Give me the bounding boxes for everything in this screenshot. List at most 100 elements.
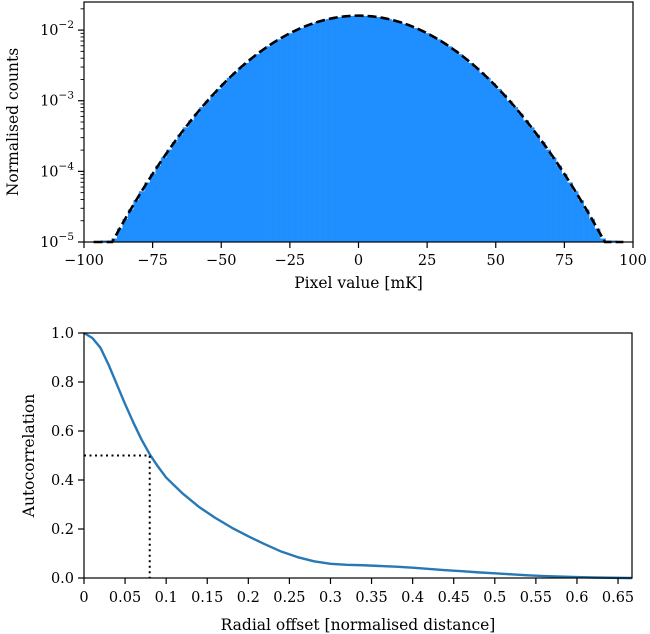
histogram-bar xyxy=(116,228,123,242)
y-tick-label: 0.4 xyxy=(51,473,74,489)
histogram-bar xyxy=(528,127,535,242)
histogram-bar xyxy=(276,39,282,242)
histogram-bar xyxy=(259,50,266,243)
x-tick-label: 0.6 xyxy=(565,590,588,606)
histogram-bar xyxy=(237,67,244,242)
histogram-x-ticks: −100 −75 −50 −25 0 25 50 75 100 xyxy=(64,242,647,269)
histogram-bar xyxy=(298,28,304,242)
x-tick-label: 50 xyxy=(487,253,505,269)
histogram-bar xyxy=(583,209,590,242)
y-tick-label: 0.8 xyxy=(51,375,74,391)
y-tick-label: 10−5 xyxy=(40,231,74,251)
autocorrelation-x-axis-label: Radial offset [normalised distance] xyxy=(221,616,496,634)
histogram-bar xyxy=(155,165,162,242)
histogram-bar xyxy=(336,17,343,242)
x-tick-label: 0.35 xyxy=(355,590,387,606)
histogram-bar xyxy=(484,77,491,242)
histogram-bar xyxy=(138,191,145,242)
histogram-bar xyxy=(254,54,260,243)
histogram-bar xyxy=(589,218,595,242)
histogram-bar xyxy=(314,22,321,242)
histogram-bar xyxy=(177,134,184,242)
y-tick-label: 0.6 xyxy=(51,424,74,440)
histogram-bar xyxy=(523,120,529,242)
x-tick-label: 25 xyxy=(418,253,436,269)
x-tick-label: 0 xyxy=(354,253,363,269)
histogram-bar xyxy=(446,46,453,242)
histogram-bar xyxy=(149,173,156,242)
x-tick-label: 0.3 xyxy=(319,590,342,606)
histogram-bar xyxy=(160,157,167,242)
histogram-bar xyxy=(342,16,348,242)
histogram-bar xyxy=(270,42,277,242)
histogram-bar xyxy=(369,16,376,242)
histogram-bar xyxy=(221,83,228,242)
histogram-bar xyxy=(572,191,579,242)
histogram-bar xyxy=(391,20,398,242)
histogram-bar xyxy=(600,238,606,242)
histogram-x-axis-label: Pixel value [mK] xyxy=(294,274,423,292)
histogram-bar xyxy=(281,36,288,243)
histogram-bar xyxy=(556,165,562,242)
x-tick-label: 0.25 xyxy=(273,590,305,606)
histogram-bar xyxy=(396,22,403,242)
histogram-bar xyxy=(545,149,551,242)
x-tick-label: −75 xyxy=(137,253,168,269)
histogram-bar xyxy=(424,33,431,242)
histogram-bar xyxy=(215,88,222,242)
x-tick-label: 75 xyxy=(555,253,573,269)
autocorrelation-y-axis-label: Autocorrelation xyxy=(20,394,38,518)
histogram-bar xyxy=(265,46,271,242)
histogram-y-ticks: 10−5 10−4 10−3 10−2 xyxy=(40,8,84,251)
x-tick-label: −25 xyxy=(275,253,306,269)
x-tick-label: 100 xyxy=(619,253,647,269)
histogram-bar xyxy=(133,200,140,242)
histogram-bar xyxy=(611,240,617,242)
autocorrelation-panel: 0 0.05 0.1 0.15 0.2 0.25 0.3 0.35 0.4 0.45 0.5 0.55… xyxy=(20,326,634,634)
histogram-bar xyxy=(171,141,178,242)
histogram-bar xyxy=(347,15,354,242)
autocorrelation-curve xyxy=(83,331,632,580)
histogram-bar xyxy=(309,23,315,242)
histogram-bars xyxy=(100,15,617,243)
histogram-bar xyxy=(539,141,546,242)
histogram-bar xyxy=(429,36,436,243)
histogram-bar xyxy=(490,83,497,242)
histogram-bar xyxy=(457,54,464,243)
x-tick-label: 0.4 xyxy=(401,590,424,606)
x-tick-label: 0.55 xyxy=(520,590,552,606)
histogram-bar xyxy=(407,25,414,243)
autocorrelation-x-ticks: 0 0.05 0.1 0.15 0.2 0.25 0.3 0.35 0.4 0.45 0.5 0.55… xyxy=(79,578,634,606)
histogram-bar xyxy=(100,240,107,242)
histogram-bar xyxy=(303,25,310,243)
histogram-panel: −100 −75 −50 −25 0 25 50 75 100 10−5 10−4 10−3 10−2… xyxy=(4,1,647,292)
histogram-bar xyxy=(363,15,370,242)
half-max-marker-lines xyxy=(84,454,151,578)
histogram-bar xyxy=(204,100,211,242)
x-tick-label: 0.65 xyxy=(602,590,634,606)
histogram-bar xyxy=(578,200,584,242)
histogram-bar xyxy=(468,62,475,243)
histogram-bar xyxy=(479,72,486,243)
histogram-y-axis-label: Normalised counts xyxy=(4,48,22,196)
histogram-bar xyxy=(232,72,239,243)
histogram-bar xyxy=(166,149,173,242)
histogram-bar xyxy=(287,33,293,242)
y-tick-label: 1.0 xyxy=(51,326,74,342)
histogram-bar xyxy=(451,50,458,243)
histogram-bar xyxy=(199,107,206,242)
histogram-bar xyxy=(325,19,332,243)
histogram-bar xyxy=(561,173,568,242)
histogram-bar xyxy=(413,28,420,242)
histogram-bar xyxy=(440,42,447,242)
histogram-bar xyxy=(188,120,195,242)
x-tick-label: 0.2 xyxy=(237,590,260,606)
x-tick-label: 0 xyxy=(79,590,88,606)
histogram-bar xyxy=(210,94,217,243)
histogram-bar xyxy=(127,209,134,242)
histogram-bar xyxy=(506,100,513,242)
histogram-bar xyxy=(534,134,540,242)
histogram-bar xyxy=(380,17,387,242)
x-tick-label: −100 xyxy=(64,253,104,269)
